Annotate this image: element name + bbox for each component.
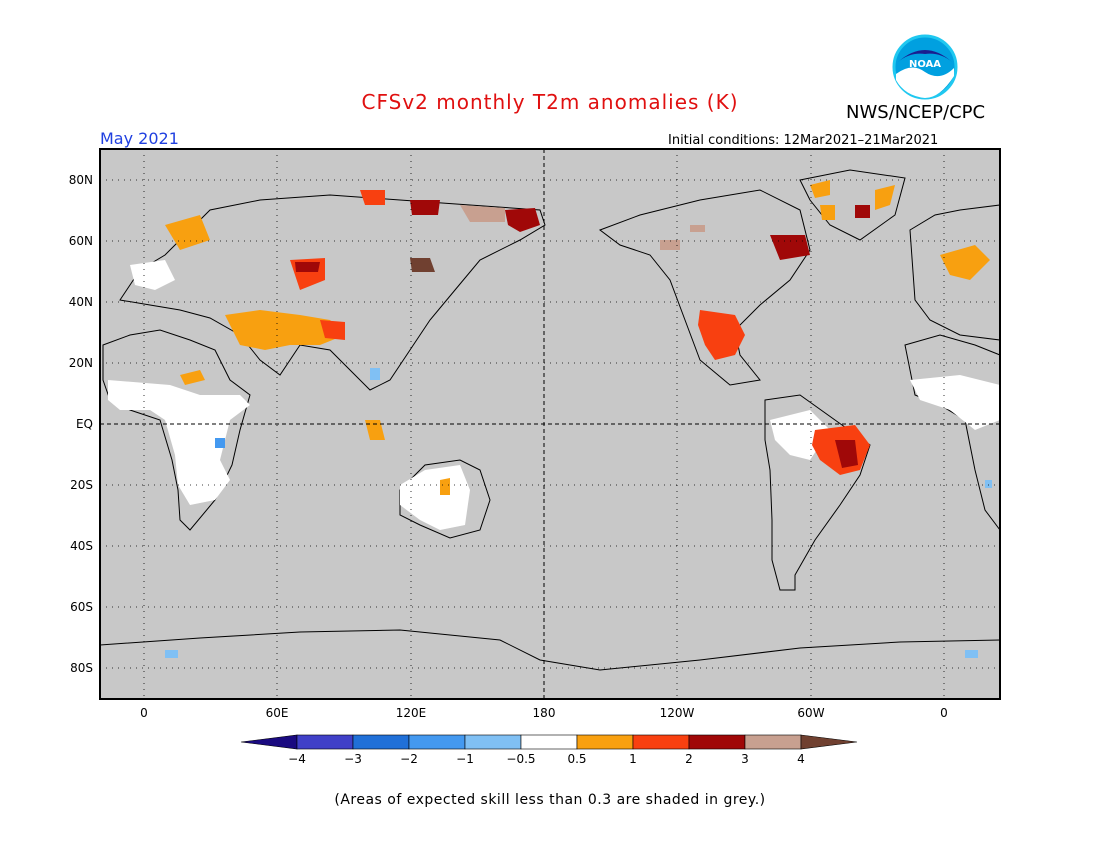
lon-label: 60W — [797, 706, 824, 720]
colorbar-swatch — [240, 734, 298, 750]
lon-label: 120E — [396, 706, 427, 720]
colorbar-tick-label: −4 — [288, 752, 306, 766]
anomaly-shading — [108, 180, 1000, 658]
map-frame — [99, 148, 1001, 700]
colorbar-swatch — [688, 734, 746, 750]
colorbar-swatch — [352, 734, 410, 750]
lat-label: 60N — [69, 234, 93, 248]
colorbar-labels: −4 −3 −2 −1 −0.5 0.5 1 2 3 4 — [288, 752, 805, 766]
lon-label: 60E — [266, 706, 289, 720]
initial-conditions: Initial conditions: 12Mar2021–21Mar2021 — [668, 133, 939, 148]
colorbar-swatch — [800, 734, 858, 750]
equator-dateline — [100, 149, 1000, 699]
lat-label: 40N — [69, 295, 93, 309]
lon-label: 180 — [533, 706, 556, 720]
skill-note: (Areas of expected skill less than 0.3 a… — [334, 792, 766, 808]
colorbar-swatch — [408, 734, 466, 750]
colorbar-tick-label: −1 — [456, 752, 474, 766]
noaa-logo-text: NOAA — [909, 59, 941, 70]
colorbar-tick-label: 3 — [741, 752, 749, 766]
colorbar-tick-label: 1 — [629, 752, 637, 766]
lat-label: 80N — [69, 173, 93, 187]
colorbar-tick-label: 2 — [685, 752, 693, 766]
colorbar-swatch — [576, 734, 634, 750]
colorbar-tick-label: −0.5 — [506, 752, 535, 766]
longitude-labels: 0 60E 120E 180 120W 60W 0 — [140, 706, 948, 720]
noaa-logo: NOAA — [892, 34, 958, 100]
colorbar-tick-label: 4 — [797, 752, 805, 766]
lat-label: 80S — [70, 661, 93, 675]
colorbar — [240, 734, 858, 750]
colorbar-swatch — [744, 734, 802, 750]
lat-label: EQ — [76, 417, 93, 431]
map-title: CFSv2 monthly T2m anomalies (K) — [361, 90, 739, 114]
colorbar-swatch — [296, 734, 354, 750]
colorbar-swatch — [520, 734, 578, 750]
lon-label: 120W — [660, 706, 695, 720]
colorbar-tick-label: 0.5 — [567, 752, 586, 766]
lon-label: 0 — [140, 706, 148, 720]
lon-label: 0 — [940, 706, 948, 720]
lat-label: 20N — [69, 356, 93, 370]
colorbar-tick-label: −3 — [344, 752, 362, 766]
forecast-month: May 2021 — [100, 129, 179, 148]
agency-label: NWS/NCEP/CPC — [846, 102, 986, 123]
lat-label: 20S — [70, 478, 93, 492]
latitude-labels: 80N 60N 40N 20N EQ 20S 40S 60S 80S — [69, 173, 93, 675]
colorbar-tick-label: −2 — [400, 752, 418, 766]
colorbar-swatch — [464, 734, 522, 750]
lat-label: 60S — [70, 600, 93, 614]
lat-label: 40S — [70, 539, 93, 553]
colorbar-swatch — [632, 734, 690, 750]
graticule — [100, 149, 1000, 699]
